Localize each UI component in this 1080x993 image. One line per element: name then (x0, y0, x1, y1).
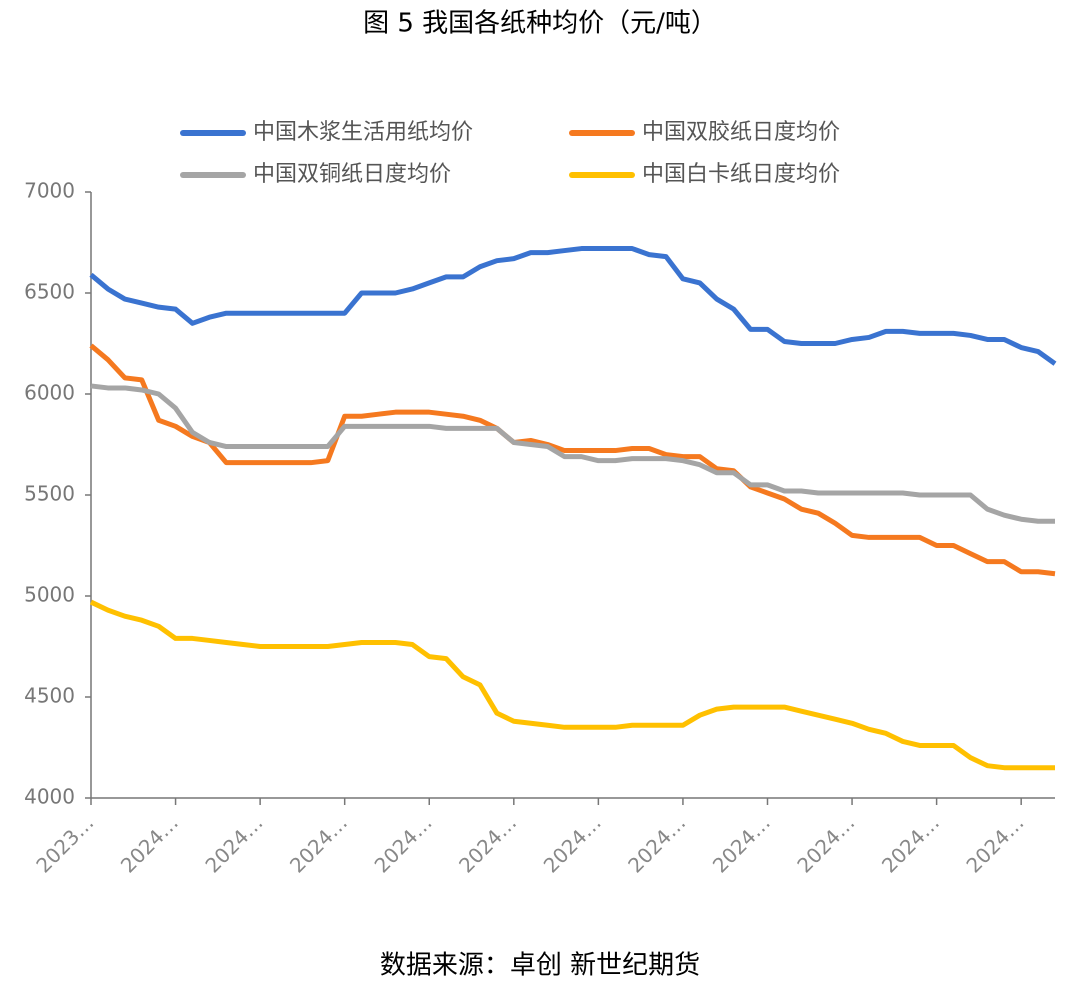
y-tick-label: 5000 (24, 583, 75, 607)
y-tick-label: 4500 (24, 684, 75, 708)
x-tick-label: 2024… (454, 810, 521, 877)
x-tick-label: 2024… (370, 810, 437, 877)
x-tick-label: 2024… (116, 810, 183, 877)
legend-label: 中国木浆生活用纸均价 (253, 120, 473, 145)
x-tick-label: 2024… (877, 810, 944, 877)
legend-label: 中国白卡纸日度均价 (642, 162, 840, 187)
y-tick-label: 6000 (24, 381, 75, 405)
y-tick-label: 4000 (24, 785, 75, 809)
y-tick-label: 7000 (24, 179, 75, 203)
series-line (89, 599, 1055, 771)
x-tick-label: 2024… (708, 810, 775, 877)
chart-title: 图 5 我国各纸种均价（元/吨） (363, 9, 717, 39)
x-tick-label: 2024… (539, 810, 606, 877)
x-tick-label: 2023… (31, 810, 98, 877)
x-tick-label: 2024… (961, 810, 1028, 877)
legend-label: 中国双铜纸日度均价 (253, 162, 451, 187)
legend-label: 中国双胶纸日度均价 (642, 120, 840, 145)
y-tick-label: 6500 (24, 280, 75, 304)
series-line (89, 246, 1057, 366)
x-tick-label: 2024… (623, 810, 690, 877)
series-line (90, 383, 1055, 524)
series-line (89, 343, 1056, 577)
y-tick-label: 5500 (24, 482, 75, 506)
x-tick-label: 2024… (792, 810, 859, 877)
x-tick-label: 2024… (200, 810, 267, 877)
source-note: 数据来源：卓创 新世纪期货 (380, 951, 700, 981)
x-tick-label: 2024… (285, 810, 352, 877)
